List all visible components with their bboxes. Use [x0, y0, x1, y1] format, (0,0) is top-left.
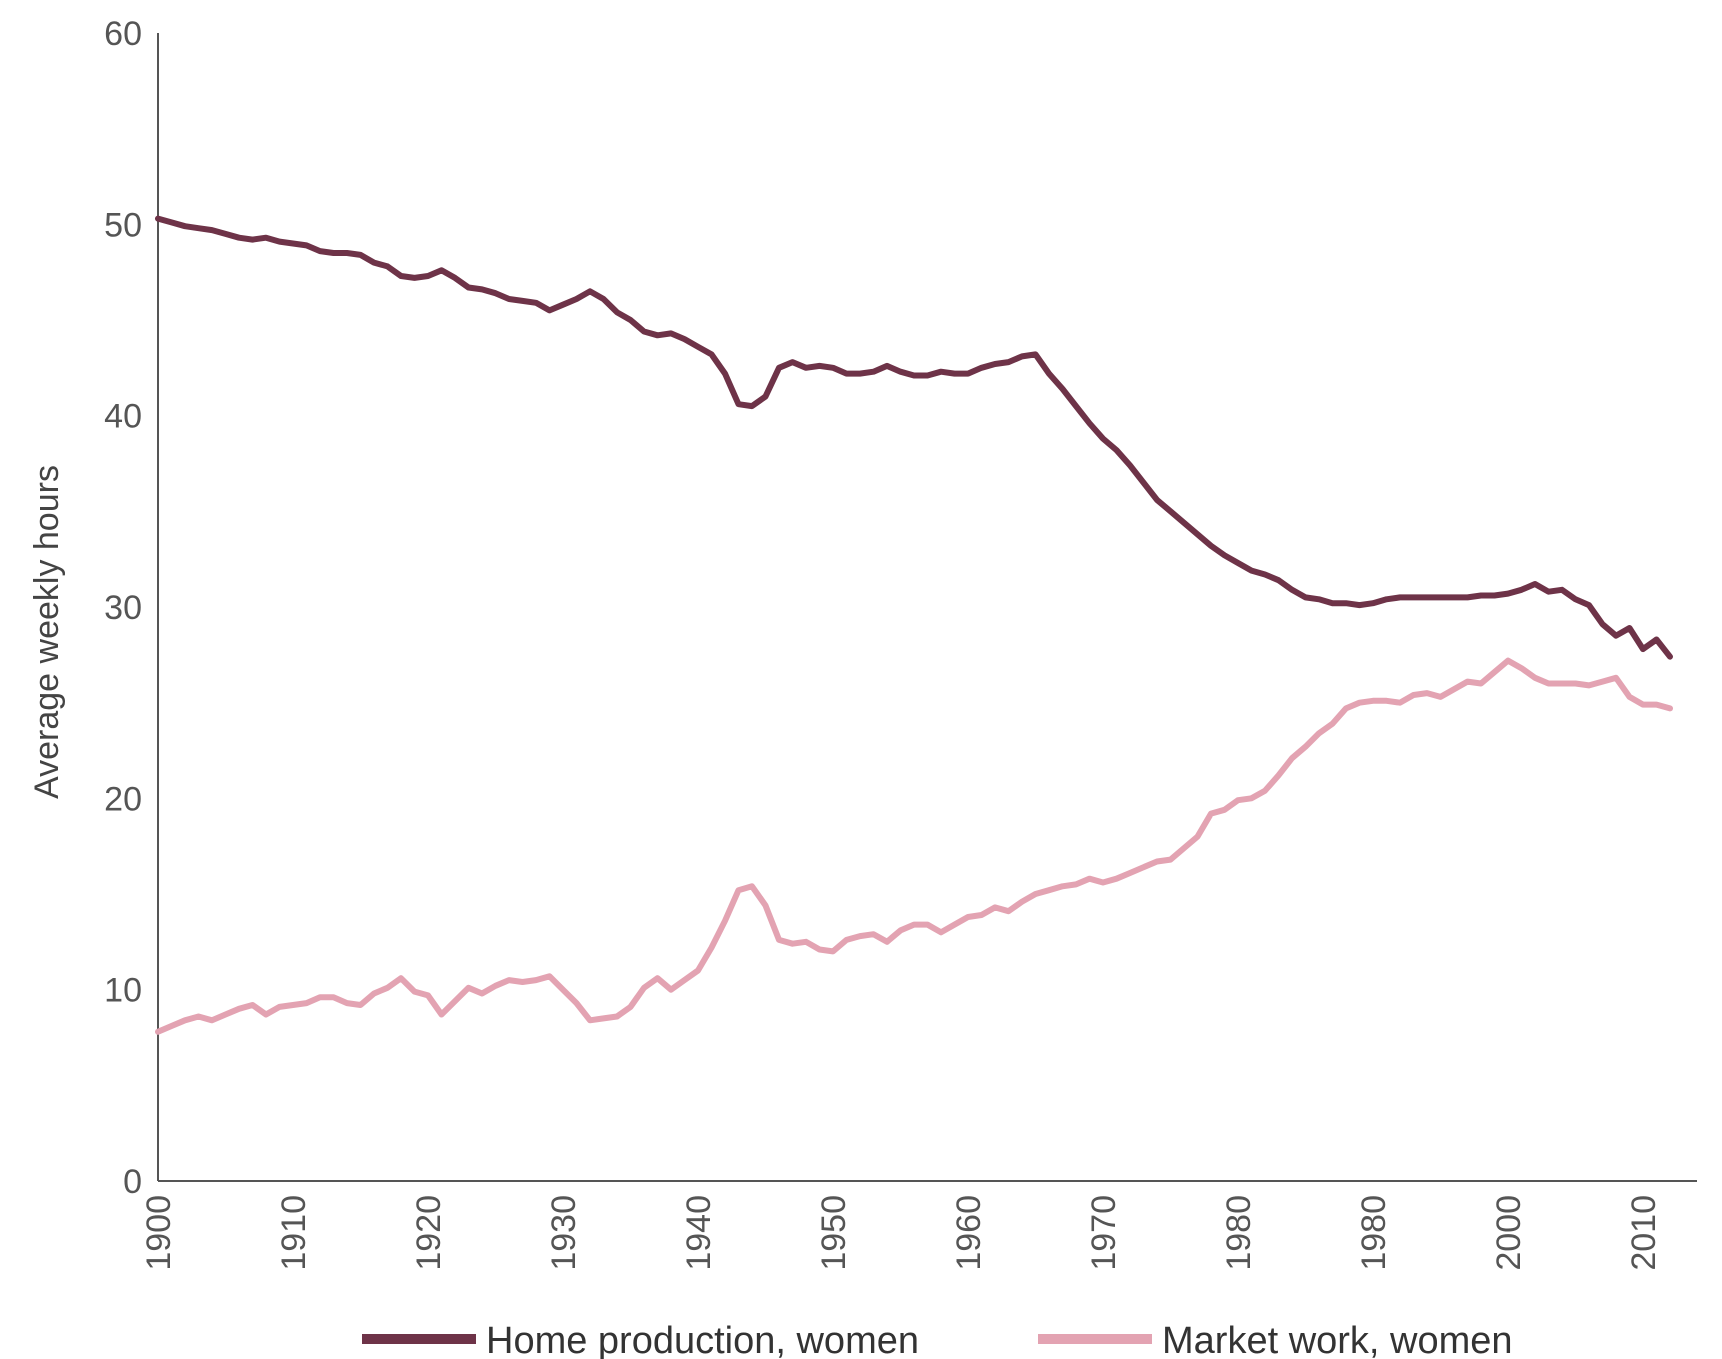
series-line-home-production — [155, 215, 1673, 660]
series-line-market-work — [155, 657, 1673, 1035]
x-tick-label: 1930 — [545, 1195, 583, 1271]
x-tick-label: 1960 — [950, 1195, 988, 1271]
x-tick-label: 1980 — [1355, 1195, 1393, 1271]
legend-label: Home production, women — [486, 1320, 919, 1359]
x-tick-label: 1910 — [275, 1195, 313, 1271]
x-tick-label: 1940 — [680, 1195, 718, 1271]
y-tick-label: 50 — [104, 206, 142, 244]
series-lines — [155, 215, 1673, 1035]
y-tick-label: 10 — [104, 972, 142, 1010]
y-tick-label: 40 — [104, 398, 142, 436]
x-tick-label: 2000 — [1490, 1195, 1528, 1271]
y-tick-labels: 0 10 20 30 40 50 60 — [104, 15, 142, 1201]
y-tick-label: 20 — [104, 780, 142, 818]
x-tick-label: 1970 — [1085, 1195, 1123, 1271]
y-axis-title: Average weekly hours — [28, 465, 66, 799]
legend: Home production, women Market work, women — [362, 1320, 1513, 1359]
x-tick-label: 1920 — [410, 1195, 448, 1271]
y-tick-label: 60 — [104, 15, 142, 53]
legend-label: Market work, women — [1162, 1320, 1513, 1359]
x-tick-label: 1900 — [140, 1195, 178, 1271]
x-tick-labels: 1900 1910 1920 1930 1940 1950 1960 1970 1980 1980… — [140, 1195, 1663, 1271]
y-tick-label: 30 — [104, 589, 142, 627]
x-tick-label: 1950 — [815, 1195, 853, 1271]
x-tick-label: 2010 — [1625, 1195, 1663, 1271]
y-tick-label: 0 — [123, 1163, 142, 1201]
y-axis-title-group: Average weekly hours — [28, 465, 66, 799]
x-tick-label: 1980 — [1220, 1195, 1258, 1271]
